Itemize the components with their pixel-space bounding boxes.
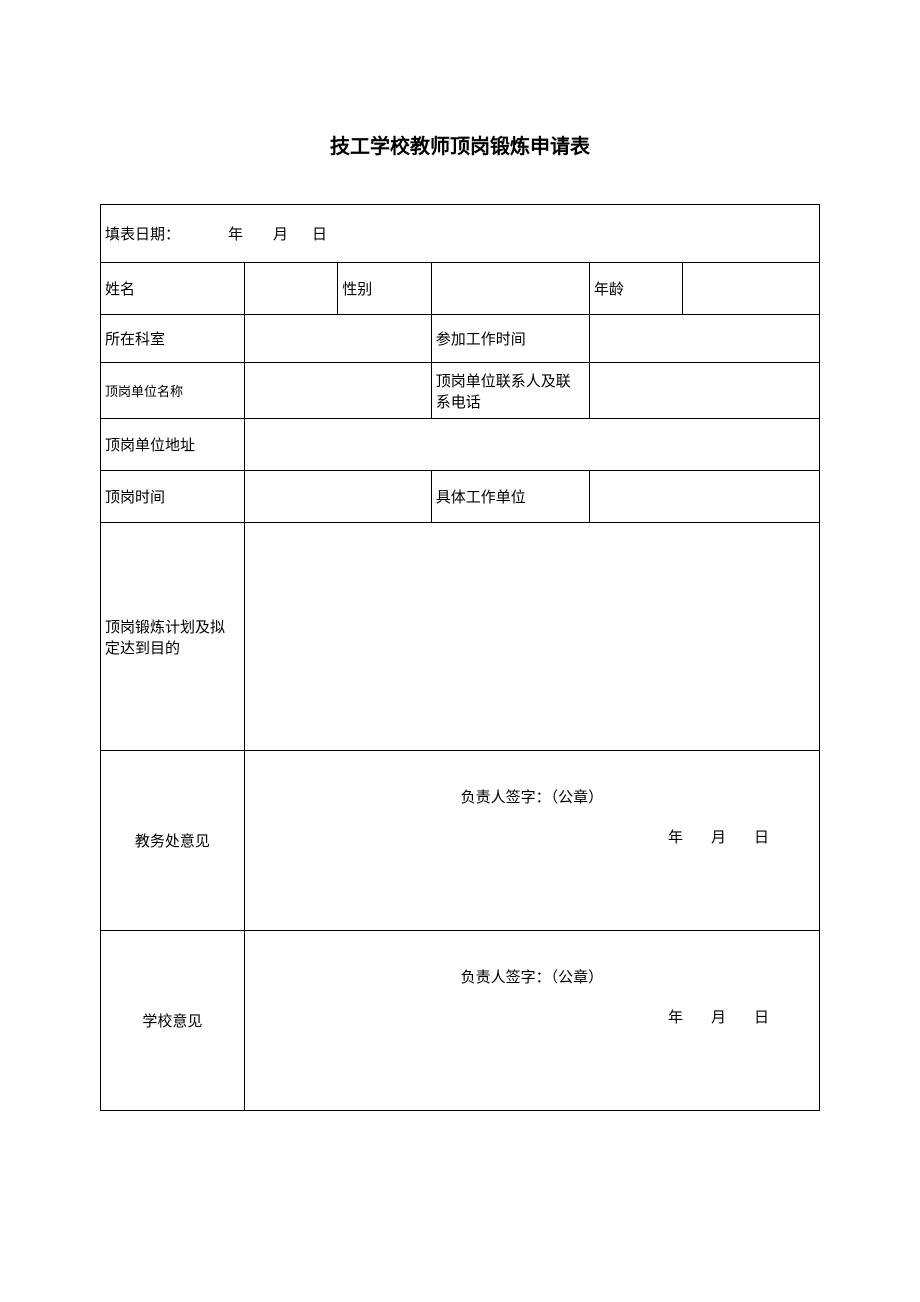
plan-label: 顶岗锻炼计划及拟定达到目的 xyxy=(101,523,245,751)
fill-date-row: 填表日期： 年 月 日 xyxy=(101,205,820,263)
month-label: 月 xyxy=(273,227,288,243)
page-container: 技工学校教师顶岗锻炼申请表 填表日期：年月日 姓名 性别 年龄 xyxy=(0,0,920,1111)
unitcontact-label: 顶岗单位联系人及联系电话 xyxy=(431,363,589,419)
application-form-table: 填表日期：年月日 姓名 性别 年龄 所在科室 参加工作时间 顶岗单位名称 顶岗单… xyxy=(100,204,820,1111)
specificunit-label: 具体工作单位 xyxy=(431,471,589,523)
academic-day: 日 xyxy=(754,830,769,846)
specificunit-value xyxy=(589,471,819,523)
school-opinion-label: 学校意见 xyxy=(101,931,245,1111)
plan-value xyxy=(244,523,819,751)
period-label: 顶岗时间 xyxy=(101,471,245,523)
age-value xyxy=(683,263,820,315)
academic-year: 年 xyxy=(668,830,683,846)
fill-date-label: 填表日期： xyxy=(105,227,180,243)
unitname-value xyxy=(244,363,431,419)
academic-date-line: 年月日 xyxy=(245,826,819,847)
department-label: 所在科室 xyxy=(101,315,245,363)
period-value xyxy=(244,471,431,523)
unitaddress-value xyxy=(244,419,819,471)
academic-signature-label: 负责人签字：（公章） xyxy=(245,786,819,807)
school-signature-label: 负责人签字：（公章） xyxy=(245,966,819,987)
academic-month: 月 xyxy=(711,830,726,846)
year-label: 年 xyxy=(228,227,243,243)
workstart-label: 参加工作时间 xyxy=(431,315,589,363)
document-title: 技工学校教师顶岗锻炼申请表 xyxy=(100,130,820,159)
school-date-line: 年月日 xyxy=(245,1006,819,1027)
age-label: 年龄 xyxy=(589,263,682,315)
school-year: 年 xyxy=(668,1010,683,1026)
name-value xyxy=(244,263,337,315)
workstart-value xyxy=(589,315,819,363)
school-month: 月 xyxy=(711,1010,726,1026)
department-value xyxy=(244,315,431,363)
unitcontact-value xyxy=(589,363,819,419)
gender-label: 性别 xyxy=(338,263,431,315)
gender-value xyxy=(431,263,589,315)
unitname-label: 顶岗单位名称 xyxy=(101,363,245,419)
school-day: 日 xyxy=(754,1010,769,1026)
academic-opinion-cell: 负责人签字：（公章） 年 月 日 xyxy=(244,751,819,931)
unitaddress-label: 顶岗单位地址 xyxy=(101,419,245,471)
day-label: 日 xyxy=(312,227,327,243)
school-opinion-cell: 负责人签字：（公章） 年 月 日 xyxy=(244,931,819,1111)
academic-opinion-label: 教务处意见 xyxy=(101,751,245,931)
name-label: 姓名 xyxy=(101,263,245,315)
